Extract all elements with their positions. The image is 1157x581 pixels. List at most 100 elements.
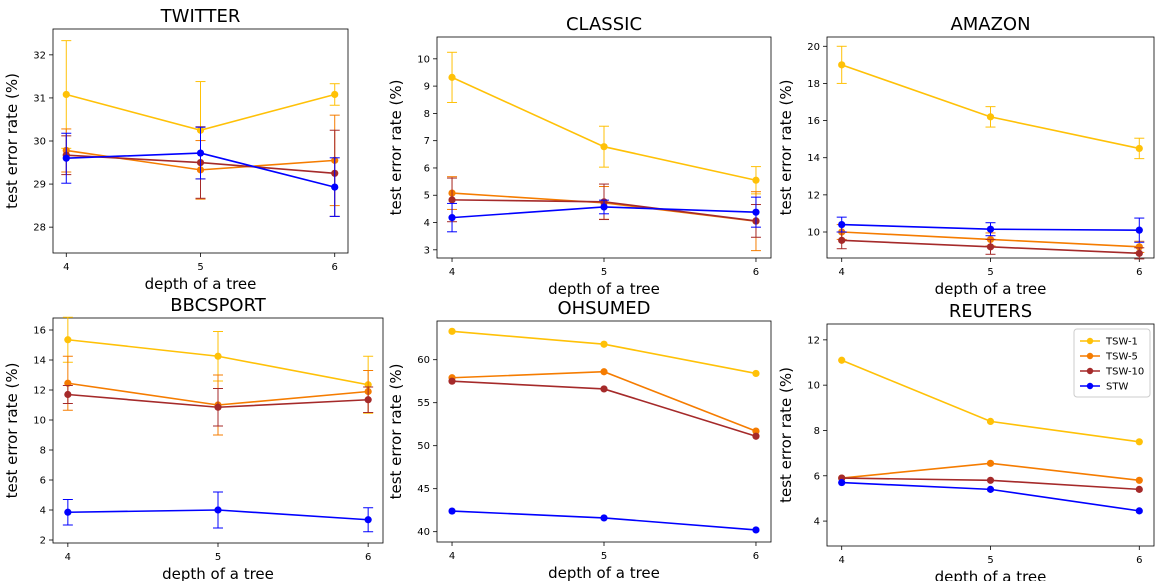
y-tick-label: 30 (33, 137, 46, 148)
y-tick-label: 2 (40, 536, 46, 547)
y-tick-label: 4 (814, 517, 820, 528)
legend: TSW-1 TSW-5 TSW-10 STW (1073, 328, 1151, 398)
data-point (1135, 476, 1143, 484)
series-tsw-10 (62, 385, 374, 427)
legend-swatch-marker (1086, 367, 1094, 375)
y-tick-label: 12 (807, 190, 820, 201)
x-axis-label: depth of a tree (162, 565, 274, 581)
y-tick-label: 16 (807, 116, 820, 127)
chart-title: BBCSPORT (170, 295, 267, 316)
legend-label: TSW-1 (1105, 337, 1138, 348)
series-tsw-1 (838, 356, 1143, 446)
x-tick-label: 6 (753, 551, 759, 562)
y-tick-label: 12 (807, 335, 820, 346)
y-tick-label: 6 (424, 163, 430, 174)
legend-item: TSW-5 (1080, 352, 1138, 363)
data-point (752, 176, 760, 184)
data-point (62, 154, 70, 162)
data-point (986, 485, 995, 493)
y-tick-label: 6 (814, 471, 820, 482)
y-axis-label: test error rate (%) (3, 73, 21, 209)
data-point (1135, 485, 1143, 493)
series-tsw-1 (448, 327, 760, 378)
y-tick-label: 55 (417, 398, 430, 409)
series-stw (61, 126, 340, 217)
x-tick-label: 5 (197, 262, 203, 273)
y-axis-label: test error rate (%) (387, 80, 405, 216)
y-tick-label: 10 (807, 381, 820, 392)
data-point (331, 90, 339, 99)
y-tick-label: 32 (33, 50, 46, 61)
data-point (1135, 243, 1143, 251)
data-point (331, 183, 339, 191)
data-point (752, 427, 760, 435)
y-tick-label: 5 (424, 191, 430, 202)
x-tick-label: 4 (839, 267, 845, 278)
data-point (838, 220, 846, 229)
data-point (196, 149, 205, 157)
chart-panel-bbcsport: BBCSPORT depth of a tree test error rate (… (3, 295, 384, 581)
series-tsw-10 (838, 474, 1143, 493)
chart-panel-twitter: TWITTER depth of a tree test error rate (%… (3, 6, 349, 293)
y-tick-label: 3 (424, 245, 430, 256)
chart-title: CLASSIC (566, 14, 642, 35)
data-point (752, 526, 760, 534)
y-axis-label: test error rate (%) (387, 364, 405, 500)
series-tsw-1 (447, 51, 761, 195)
series-stw (838, 478, 1143, 515)
data-point (986, 417, 995, 426)
x-tick-label: 4 (65, 552, 71, 563)
y-tick-label: 8 (814, 426, 820, 437)
data-point (838, 61, 846, 69)
y-tick-label: 12 (33, 386, 46, 397)
data-point (1135, 438, 1143, 446)
data-point (600, 203, 608, 211)
x-tick-label: 4 (449, 551, 455, 562)
data-point (986, 476, 995, 484)
data-point (986, 113, 995, 121)
legend-label: TSW-5 (1105, 352, 1138, 363)
y-tick-label: 60 (417, 355, 430, 366)
y-tick-label: 31 (33, 93, 46, 104)
series-line (451, 330, 757, 375)
x-tick-label: 5 (215, 552, 221, 563)
x-tick-label: 6 (332, 262, 338, 273)
data-point (1135, 507, 1143, 515)
chart-panel-ohsumed: OHSUMED depth of a tree test error rate (%… (387, 298, 772, 581)
legend-item: TSW-10 (1080, 367, 1144, 378)
x-tick-label: 6 (1136, 555, 1142, 566)
y-tick-label: 40 (417, 527, 430, 538)
series-tsw-10 (836, 231, 1145, 260)
data-point (364, 516, 372, 524)
data-point (214, 352, 222, 360)
data-point (752, 369, 760, 378)
legend-swatch-marker (1086, 352, 1094, 360)
data-point (600, 385, 608, 393)
data-point (364, 396, 372, 404)
data-point (752, 432, 760, 440)
data-point (64, 390, 72, 399)
series-tsw-1 (836, 45, 1145, 160)
y-tick-label: 16 (33, 326, 46, 337)
legend-swatch-marker (1086, 337, 1094, 345)
y-tick-label: 14 (33, 356, 46, 367)
x-axis-label: depth of a tree (145, 275, 257, 293)
chart-panel-reuters: REUTERS depth of a tree test error rate (%… (777, 301, 1155, 581)
legend-item: TSW-1 (1080, 337, 1138, 348)
series-stw (62, 491, 374, 533)
data-point (214, 403, 222, 411)
y-tick-label: 6 (40, 476, 46, 487)
series-stw (448, 507, 760, 534)
data-point (1135, 226, 1143, 234)
y-tick-label: 18 (807, 79, 820, 90)
data-point (600, 340, 608, 348)
legend-swatch-marker (1086, 382, 1094, 390)
data-point (64, 336, 72, 344)
x-tick-label: 5 (601, 551, 607, 562)
x-tick-label: 5 (987, 555, 993, 566)
y-tick-label: 20 (807, 42, 820, 53)
x-tick-label: 6 (365, 552, 371, 563)
y-tick-label: 10 (417, 54, 430, 65)
data-point (600, 368, 608, 376)
